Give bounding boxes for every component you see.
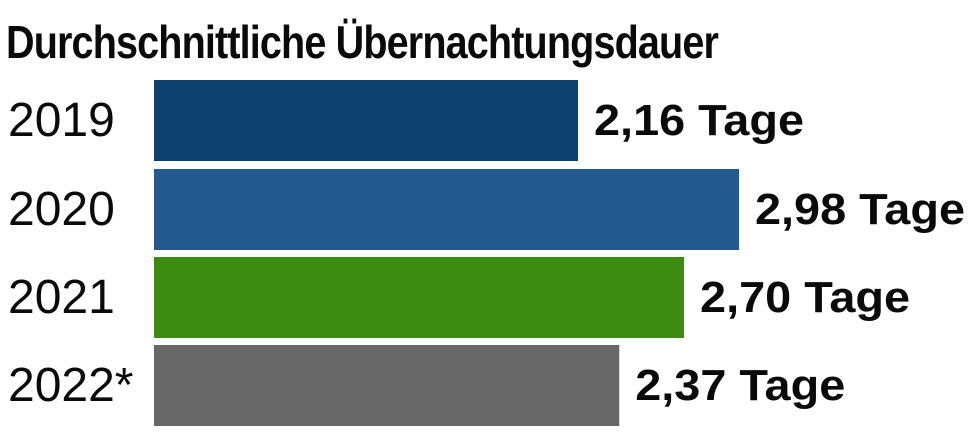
value-label-group: 2,16 Tage 2,98 Tage 2,70 Tage 2,37 Tage xyxy=(594,96,965,410)
category-label-2020: 2020 xyxy=(8,183,115,236)
bar-2019 xyxy=(154,80,579,161)
bar-group xyxy=(154,80,739,426)
bar-2021 xyxy=(154,257,685,338)
category-label-2022: 2022* xyxy=(8,359,133,412)
value-label-2019: 2,16 Tage xyxy=(594,96,804,145)
category-label-2019: 2019 xyxy=(8,94,115,147)
value-label-2021: 2,70 Tage xyxy=(700,273,910,322)
value-label-2020: 2,98 Tage xyxy=(755,185,965,234)
bar-2020 xyxy=(154,169,739,250)
value-label-2022: 2,37 Tage xyxy=(635,361,845,410)
category-label-group: 2019 2020 2021 2022* xyxy=(8,94,133,412)
category-label-2021: 2021 xyxy=(8,271,115,324)
chart-title: Durchschnittliche Übernachtungsdauer xyxy=(6,16,719,68)
bar-2022 xyxy=(154,345,620,426)
